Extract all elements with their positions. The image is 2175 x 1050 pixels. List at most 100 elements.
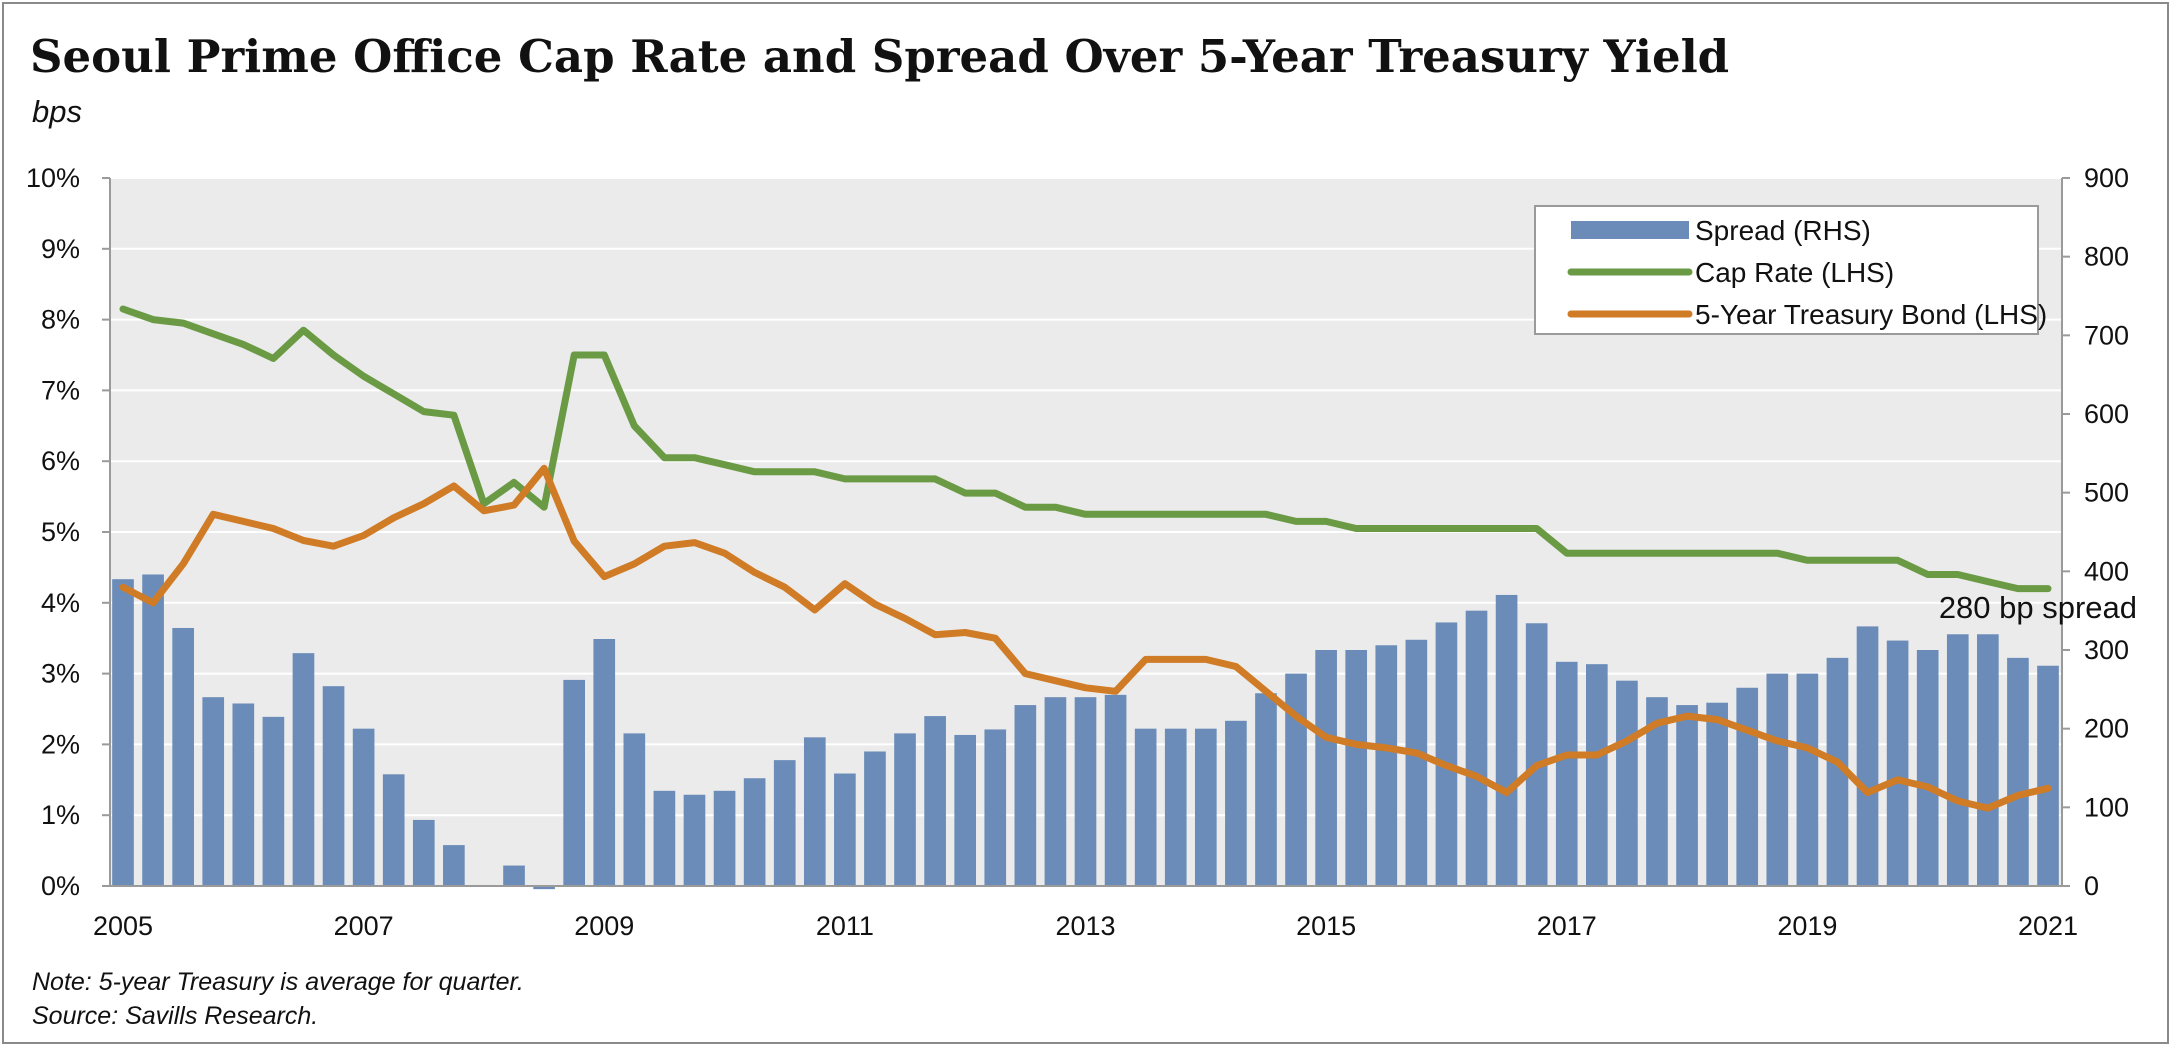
x-tick-label: 2011	[816, 911, 874, 941]
spread-bar	[2037, 665, 2059, 886]
spread-bar	[1225, 720, 1247, 886]
spread-bar	[232, 703, 255, 886]
spread-bar	[443, 845, 465, 886]
legend-spread-swatch	[1571, 221, 1689, 239]
spread-bar	[924, 716, 946, 886]
spread-bar	[1465, 610, 1488, 886]
spread-bar	[202, 697, 225, 886]
spread-bar	[1194, 728, 1217, 886]
spread-bar	[412, 819, 435, 886]
spread-bar	[1676, 705, 1698, 886]
spread-bar	[1495, 594, 1518, 886]
spread-bars	[112, 574, 2059, 890]
spread-bar	[894, 733, 916, 886]
spread-bar	[1435, 622, 1458, 886]
left-tick-label: 0%	[41, 871, 80, 901]
spread-bar	[1826, 657, 1849, 886]
spread-bar	[112, 579, 134, 886]
spread-bar	[1134, 728, 1157, 886]
spread-bar	[1014, 705, 1037, 886]
left-tick-label: 2%	[41, 729, 80, 759]
x-tick-label: 2007	[334, 911, 394, 941]
spread-bar	[864, 751, 886, 886]
spread-bar	[1255, 693, 1277, 886]
spread-annotation: 280 bp spread	[1939, 590, 2137, 625]
right-tick-label: 0	[2084, 871, 2099, 901]
right-tick-label: 900	[2084, 163, 2129, 193]
spread-bar	[1977, 634, 1999, 886]
spread-bar	[593, 638, 616, 886]
spread-bar	[1104, 694, 1127, 886]
spread-bar	[292, 653, 315, 886]
right-tick-label: 800	[2084, 242, 2129, 272]
right-tick-label: 600	[2084, 399, 2129, 429]
right-tick-label: 100	[2084, 792, 2129, 822]
left-tick-label: 10%	[26, 163, 80, 193]
spread-bar	[683, 794, 706, 886]
spread-bar	[1044, 697, 1067, 886]
cap-rate-line	[119, 305, 2052, 593]
spread-bar	[1856, 626, 1879, 886]
source-note: Source: Savills Research.	[32, 1002, 319, 1030]
right-tick-label: 700	[2084, 320, 2129, 350]
legend-treasury-label: 5-Year Treasury Bond (LHS)	[1695, 299, 2047, 330]
spread-bar	[1405, 639, 1428, 886]
annotations: 280 bp spread	[1939, 590, 2137, 625]
spread-bar	[1946, 634, 1969, 886]
spread-bar	[1916, 650, 1939, 886]
legend-spread-label: Spread (RHS)	[1695, 215, 1871, 246]
legend-cap-rate-label: Cap Rate (LHS)	[1695, 257, 1894, 288]
spread-bar	[1345, 650, 1368, 886]
spread-bar	[1375, 645, 1398, 886]
x-tick-label: 2013	[1055, 911, 1115, 941]
chart-subtitle: bps	[32, 94, 82, 129]
spread-bar	[803, 737, 826, 886]
spread-bar	[2007, 657, 2029, 886]
spread-bar	[1315, 650, 1337, 886]
right-tick-label: 200	[2084, 714, 2129, 744]
x-tick-label: 2019	[1777, 911, 1837, 941]
left-tick-label: 9%	[41, 234, 80, 264]
spread-bar	[1525, 623, 1548, 886]
left-tick-label: 6%	[41, 446, 80, 476]
spread-bar	[1886, 640, 1909, 886]
left-tick-label: 4%	[41, 588, 80, 618]
spread-bar	[1586, 664, 1608, 886]
spread-bar	[1285, 673, 1307, 886]
spread-bar	[503, 865, 525, 886]
spread-bar	[142, 574, 164, 886]
spread-bar	[743, 778, 766, 886]
right-tick-label: 500	[2084, 478, 2129, 508]
spread-bar	[1164, 728, 1187, 886]
right-tick-label: 400	[2084, 556, 2129, 586]
spread-bar	[653, 790, 676, 886]
spread-bar	[382, 774, 405, 886]
spread-bar	[1646, 697, 1668, 886]
footnote: Note: 5-year Treasury is average for qua…	[32, 968, 524, 996]
x-tick-label: 2009	[574, 911, 634, 941]
spread-bar	[533, 886, 555, 890]
spread-bar	[1796, 673, 1819, 886]
treasury-line	[119, 464, 2052, 812]
left-tick-label: 5%	[41, 517, 80, 547]
spread-bar	[172, 627, 194, 886]
x-tick-label: 2015	[1296, 911, 1356, 941]
spread-bar	[563, 679, 585, 886]
spread-bar	[954, 734, 977, 886]
spread-bar	[262, 716, 285, 886]
left-tick-label: 8%	[41, 305, 80, 335]
spread-bar	[1616, 680, 1638, 886]
x-tick-label: 2005	[93, 911, 153, 941]
spread-bar	[1074, 697, 1097, 886]
spread-bar	[322, 686, 345, 886]
x-tick-label: 2017	[1537, 911, 1597, 941]
axes: 0% 1% 2% 3% 4% 5% 6% 7% 8% 9% 10% 0 100 200 300 400 500 6…	[26, 163, 2129, 941]
spread-bar	[1766, 673, 1789, 886]
left-tick-label: 1%	[41, 800, 80, 830]
legend: Spread (RHS) Cap Rate (LHS) 5-Year Treasur…	[1534, 205, 2047, 335]
spread-bar	[1555, 661, 1578, 886]
spread-bar	[984, 729, 1007, 886]
x-tick-label: 2021	[2018, 911, 2078, 941]
spread-bar	[834, 773, 856, 886]
